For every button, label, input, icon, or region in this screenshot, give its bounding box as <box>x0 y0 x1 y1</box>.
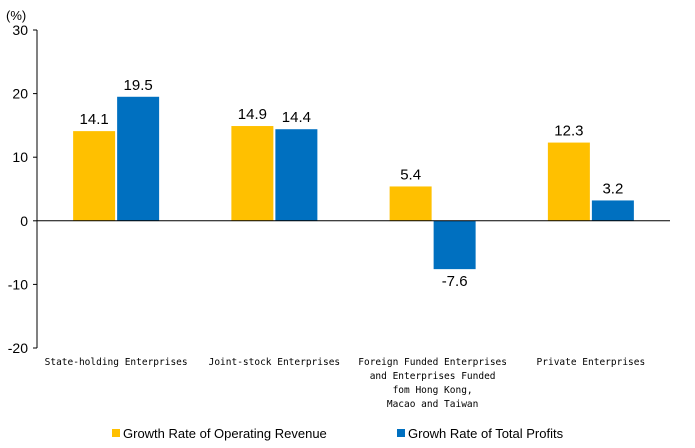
data-label: 5.4 <box>400 166 421 183</box>
y-tick-label: -20 <box>8 340 28 356</box>
data-label: 3.2 <box>602 180 623 197</box>
bar-operating-revenue <box>73 131 116 221</box>
y-tick-label: 20 <box>12 86 28 102</box>
category-label: fom Hong Kong, <box>393 385 473 396</box>
legend: Growth Rate of Operating Revenue Growh Ra… <box>112 426 564 441</box>
data-label: 19.5 <box>124 77 153 94</box>
bars-group <box>73 96 634 270</box>
legend-label: Growth Rate of Operating Revenue <box>123 426 327 441</box>
data-label: 14.4 <box>282 109 311 126</box>
data-label: 14.1 <box>80 111 109 128</box>
y-axis: -20 -10 0 10 20 30 <box>8 22 37 356</box>
category-label: Joint-stock Enterprises <box>209 357 341 368</box>
bar-operating-revenue <box>389 186 432 221</box>
y-tick-label: -10 <box>8 276 28 292</box>
category-label: Foreign Funded Enterprises <box>358 357 507 368</box>
bar-total-profits <box>117 96 160 221</box>
data-label: 12.3 <box>554 123 583 140</box>
data-label: 14.9 <box>238 106 267 123</box>
bar-operating-revenue <box>547 142 590 221</box>
legend-swatch <box>397 429 405 437</box>
category-label: State-holding Enterprises <box>45 357 188 368</box>
y-tick-label: 30 <box>12 22 28 38</box>
bar-total-profits <box>275 129 318 221</box>
category-label: Macao and Taiwan <box>387 399 479 410</box>
category-label: and Enterprises Funded <box>370 371 496 382</box>
legend-label: Growh Rate of Total Profits <box>408 426 564 441</box>
data-labels-group: 14.1 19.5 14.9 14.4 5.4 -7.6 12.3 3.2 <box>80 77 624 290</box>
y-axis-unit-label: (%) <box>6 8 26 23</box>
y-tick-label: 10 <box>12 149 28 165</box>
y-tick-label: 0 <box>20 213 28 229</box>
bar-operating-revenue <box>231 126 274 221</box>
category-label: Private Enterprises <box>537 357 646 368</box>
category-labels-group: State-holding Enterprises Joint-stock Ent… <box>45 357 646 410</box>
bar-total-profits <box>591 200 634 221</box>
bar-total-profits <box>433 220 476 270</box>
legend-swatch <box>112 429 120 437</box>
data-label: -7.6 <box>442 273 468 290</box>
